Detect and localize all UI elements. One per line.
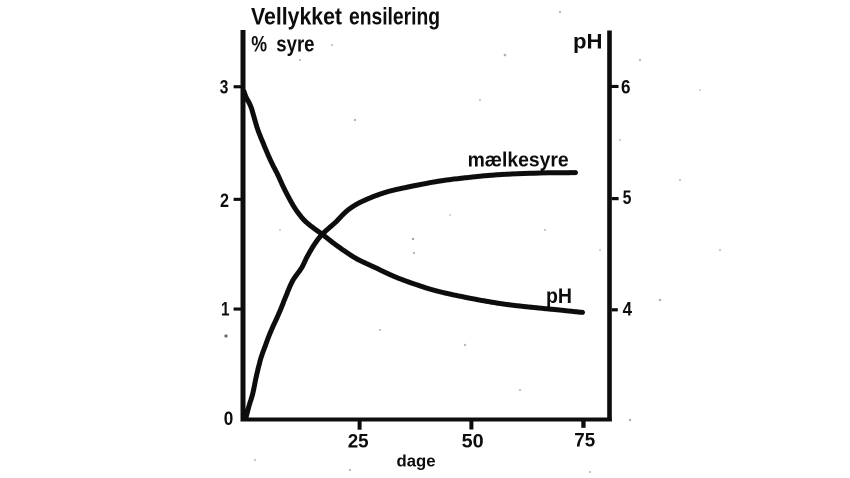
svg-text:5: 5	[623, 188, 632, 209]
svg-text:ensilering: ensilering	[349, 3, 440, 30]
svg-text:25: 25	[348, 431, 369, 453]
svg-text:6: 6	[621, 78, 631, 99]
svg-text:%: %	[251, 32, 267, 57]
svg-text:mælkesyre: mælkesyre	[468, 149, 569, 171]
svg-text:dage: dage	[397, 451, 436, 470]
svg-text:4: 4	[623, 300, 633, 321]
svg-text:50: 50	[462, 431, 484, 453]
svg-text:2: 2	[220, 191, 229, 212]
svg-text:syre: syre	[276, 32, 314, 57]
svg-text:0: 0	[224, 409, 234, 430]
svg-text:1: 1	[221, 299, 230, 320]
svg-text:Vellykket: Vellykket	[251, 3, 342, 30]
svg-text:75: 75	[574, 430, 595, 452]
svg-text:pH: pH	[546, 285, 572, 308]
svg-text:pH: pH	[573, 31, 603, 54]
svg-text:3: 3	[220, 77, 229, 98]
